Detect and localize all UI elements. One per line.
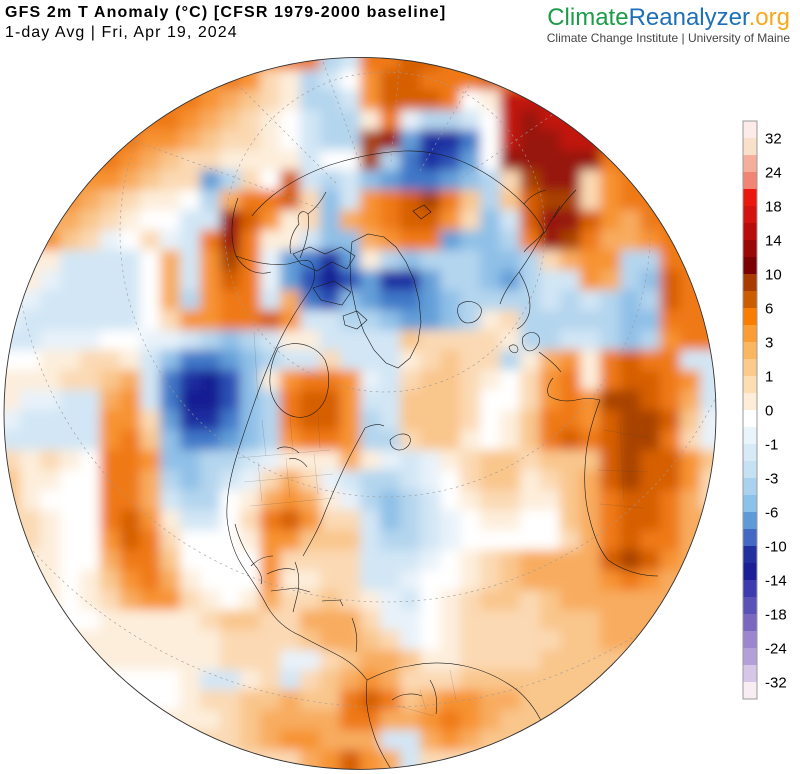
svg-text:32: 32 (765, 131, 782, 148)
svg-text:14: 14 (765, 233, 782, 250)
svg-text:3: 3 (765, 335, 773, 352)
svg-text:6: 6 (765, 301, 773, 318)
svg-text:-32: -32 (765, 675, 787, 692)
svg-text:18: 18 (765, 199, 782, 216)
svg-text:-14: -14 (765, 573, 787, 590)
svg-text:10: 10 (765, 267, 782, 284)
svg-text:24: 24 (765, 165, 782, 182)
svg-text:-10: -10 (765, 539, 787, 556)
svg-text:1: 1 (765, 369, 773, 386)
svg-text:-1: -1 (765, 437, 778, 454)
svg-text:-18: -18 (765, 607, 787, 624)
svg-text:0: 0 (765, 403, 773, 420)
svg-text:-3: -3 (765, 471, 778, 488)
svg-text:-24: -24 (765, 641, 787, 658)
svg-text:-6: -6 (765, 505, 778, 522)
